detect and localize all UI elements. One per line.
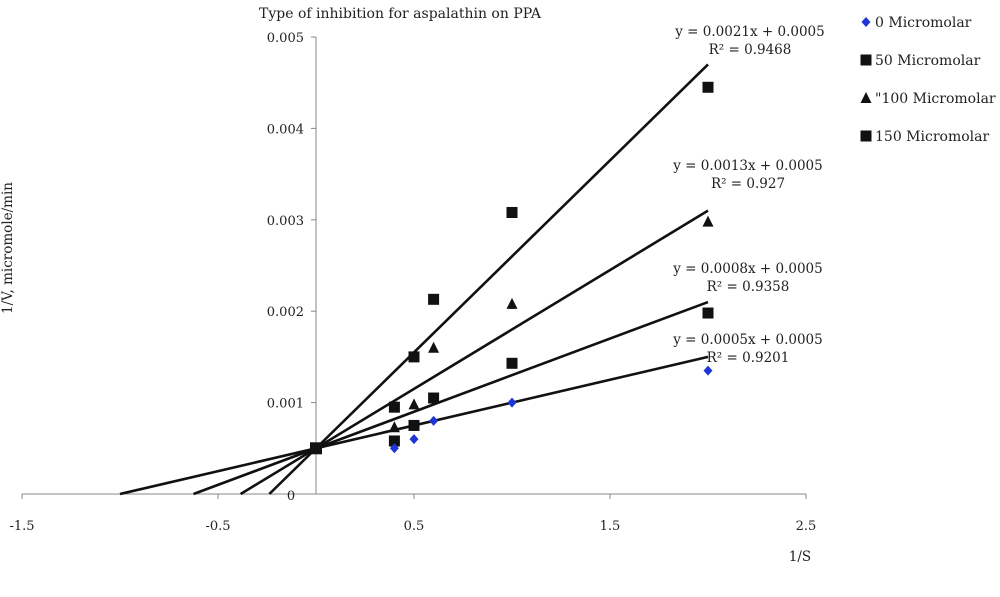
x-tick-label: 0.5 [404, 519, 425, 534]
legend-label: "100 Micromolar [875, 91, 996, 107]
x-tick-label: -1.5 [9, 519, 34, 534]
legend-marker [860, 92, 872, 103]
data-point [702, 307, 714, 319]
data-point [702, 81, 714, 93]
origin-label: 0 [287, 489, 295, 504]
y-tick-label: 0.002 [267, 305, 304, 320]
trend-equation: y = 0.0008x + 0.0005 [672, 261, 823, 277]
data-point [408, 351, 420, 363]
legend-label: 150 Micromolar [875, 129, 989, 145]
trend-r-squared: R² = 0.9468 [709, 42, 792, 58]
data-point [428, 392, 440, 404]
trendline [193, 300, 709, 496]
data-point [409, 434, 419, 445]
data-point [408, 398, 420, 410]
data-point [428, 341, 440, 353]
axes: -1.5 -0.5 0.5 1.5 2.5 0.001 0.002 0.003 0.004 0.0… [9, 31, 816, 534]
trend-equation: y = 0.0005x + 0.0005 [672, 332, 823, 348]
trend-equations: y = 0.0005x + 0.0005 R² = 0.9201 y = 0.000… [672, 24, 825, 366]
legend-marker [860, 130, 872, 142]
x-axis-label: 1/S [789, 549, 811, 565]
data-point [702, 215, 714, 227]
data-point [703, 365, 713, 376]
y-tick-label: 0.005 [267, 31, 304, 46]
y-tick-label: 0.001 [267, 397, 304, 412]
data-point [506, 297, 518, 309]
y-axis-label: 1/V, micromole/min [0, 182, 16, 314]
trend-equation: y = 0.0021x + 0.0005 [674, 24, 825, 40]
data-point [310, 442, 322, 455]
data-point [428, 293, 440, 305]
data-point [389, 443, 399, 454]
chart-title: Type of inhibition for aspalathin on PPA [259, 6, 542, 22]
data-points [310, 81, 714, 455]
x-tick-label: -0.5 [205, 519, 230, 534]
legend-marker [860, 54, 872, 66]
y-tick-label: 0.003 [267, 214, 304, 229]
legend-label: 0 Micromolar [875, 15, 972, 31]
trend-r-squared: R² = 0.9358 [707, 279, 790, 295]
trend-equation: y = 0.0013x + 0.0005 [672, 158, 823, 174]
data-point [429, 415, 439, 426]
data-point [506, 357, 518, 369]
y-tick-label: 0.004 [267, 122, 304, 137]
trend-r-squared: R² = 0.927 [711, 176, 785, 192]
legend-marker [861, 17, 871, 27]
trend-r-squared: R² = 0.9201 [707, 350, 790, 366]
data-point [388, 435, 400, 447]
trendline [268, 63, 709, 495]
x-tick-label: 1.5 [600, 519, 621, 534]
data-point [507, 397, 517, 408]
data-point [388, 421, 400, 433]
x-tick-label: 2.5 [796, 519, 817, 534]
data-point [506, 206, 518, 218]
data-point [408, 419, 420, 431]
legend: 0 Micromolar 50 Micromolar "100 Micromolar… [860, 15, 996, 145]
legend-label: 50 Micromolar [875, 53, 981, 69]
data-point [388, 401, 400, 413]
